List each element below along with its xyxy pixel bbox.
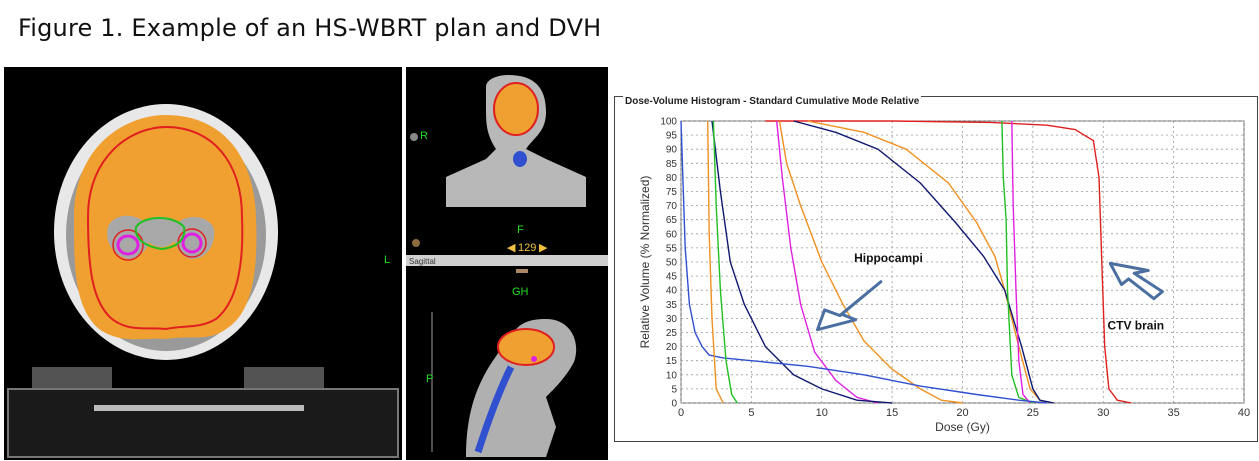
y-tick-label: 50 [666,258,678,269]
y-tick-label: 70 [666,201,678,212]
x-tick-label: 10 [816,407,828,419]
y-tick-label: 20 [666,342,678,353]
dvh-series-line-9 [680,120,1047,404]
x-tick-label: 0 [678,407,684,419]
ctv-brain-arrow [1108,261,1164,301]
dvh-series-line-2 [807,120,1048,404]
axial-ct-image: L [4,67,402,460]
dvh-series-line-3 [793,120,1055,404]
slice-number: 129 [518,242,536,254]
dvh-series-line-4 [1001,120,1034,404]
y-tick-label: 0 [671,399,677,410]
sagittal-header-bar [406,255,608,266]
slice-left-arrow[interactable]: ◀ [507,242,516,254]
y-tick-label: 30 [666,314,678,325]
sagittal-label-gh: GH [512,286,529,298]
y-tick-label: 80 [666,173,678,184]
y-tick-label: 100 [660,117,677,128]
hippocampi-arrow [816,280,883,332]
y-tick-label: 25 [666,328,678,339]
x-tick-label: 40 [1238,407,1250,419]
y-tick-label: 35 [666,300,678,311]
hand-icon[interactable] [412,239,420,247]
y-tick-label: 75 [666,187,678,198]
dvh-series-line-8 [711,120,893,404]
coronal-label-f: F [517,224,524,236]
annotation-ctv-brain: CTV brain [1107,319,1164,333]
axial-label-l: L [384,254,390,266]
dvh-series-line-7 [776,120,879,404]
y-tick-label: 15 [666,356,678,367]
dvh-series-line-10 [712,120,738,404]
coronal-label-r: R [420,130,428,142]
sagittal-label: Sagittal [409,257,436,266]
x-tick-label: 25 [1027,407,1039,419]
figure-title: Figure 1. Example of an HS-WBRT plan and… [18,14,602,42]
y-tick-label: 90 [666,145,678,156]
y-tick-label: 95 [666,131,678,142]
y-tick-label: 10 [666,370,678,381]
x-tick-label: 20 [956,407,968,419]
x-tick-label: 30 [1097,407,1109,419]
dvh-chart: 0 5 10 15 20 25 30 35 40 0 5 10 15 20 25 30 35 40 45 50 55 60… [638,117,1250,435]
y-tick-label: 65 [666,215,678,226]
sagittal-label-p: P [426,373,433,385]
dvh-series-line-1 [765,120,1132,404]
slice-right-arrow[interactable]: ▶ [539,242,548,254]
y-tick-label: 85 [666,159,678,170]
side-ct-panels: R F ◀ 129 ▶ Sagittal GH P [406,67,608,460]
dvh-series-line-5 [1011,120,1031,404]
y-tick-label: 55 [666,243,678,254]
y-tick-label: 60 [666,229,678,240]
dvh-series-line-6 [778,120,963,404]
x-tick-label: 5 [748,407,754,419]
dvh-title: Dose-Volume Histogram - Standard Cumulat… [623,96,922,107]
x-tick-label: 15 [886,407,898,419]
dvh-series-line-11 [707,120,724,404]
y-tick-label: 5 [671,384,677,395]
annotation-hippocampi: Hippocampi [854,251,923,265]
y-tick-label: 40 [666,286,678,297]
y-axis-label: Relative Volume (% Normalized) [638,176,652,349]
x-tick-label: 35 [1168,407,1180,419]
x-axis-label: Dose (Gy) [935,420,990,434]
dvh-chart-frame: Dose-Volume Histogram - Standard Cumulat… [614,96,1258,442]
y-tick-label: 45 [666,272,678,283]
axial-ct-panel: L [4,67,402,460]
coronal-sagittal-ct-image: R F ◀ 129 ▶ Sagittal GH P [406,67,608,460]
